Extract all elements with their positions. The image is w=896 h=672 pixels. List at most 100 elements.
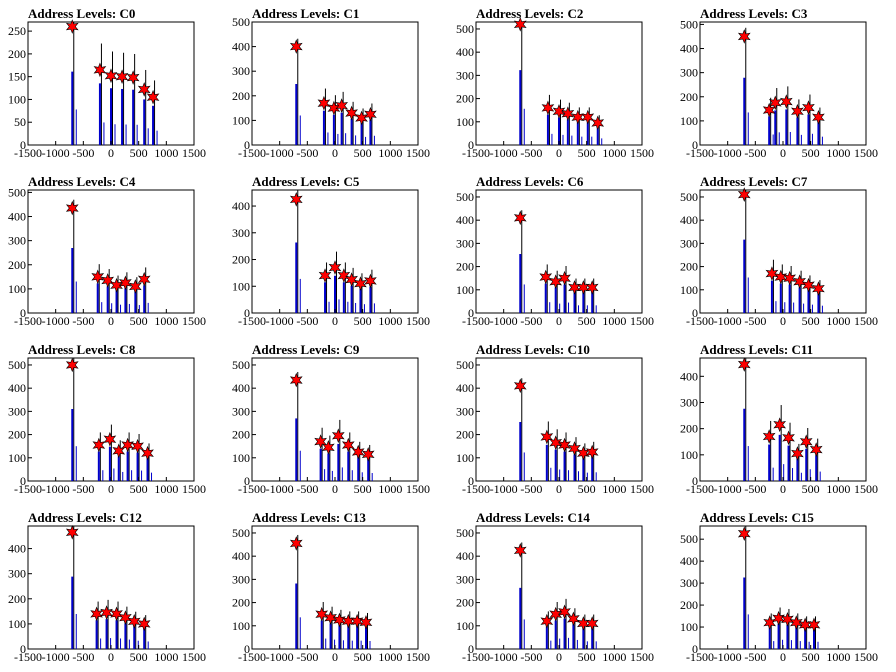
x-tick-label: 500	[578, 482, 596, 496]
x-tick-label: 1500	[182, 314, 206, 328]
plot-frame	[475, 525, 643, 650]
y-tick-label: 300	[232, 226, 250, 240]
chart-svg: 0 100 200 300 400 500 -1500 -1000 -500 0 500 1000 15…	[232, 357, 430, 496]
y-tick-label: 500	[232, 358, 250, 372]
chart-svg: 0 50 100 150 200 250 -1500 -1000 -500 0 500 1000 150…	[8, 19, 206, 160]
peak-marker	[65, 200, 79, 216]
y-tick-label: 300	[456, 404, 474, 418]
x-tick-label: -500	[296, 146, 318, 160]
x-tick-label: 1500	[406, 314, 430, 328]
peak-marker	[137, 82, 151, 97]
x-tick-label: -500	[744, 146, 766, 160]
peak-marker	[112, 443, 126, 459]
y-tick-label: 500	[232, 526, 250, 540]
y-tick-label: 150	[8, 70, 26, 84]
plot-frame	[475, 357, 643, 482]
x-tick-label: 1000	[602, 650, 626, 664]
peak-marker	[350, 613, 364, 629]
x-tick-label: -1500	[686, 314, 714, 328]
peak-marker	[812, 109, 825, 125]
y-tick-label: 100	[8, 92, 26, 106]
plot-frame	[27, 525, 195, 650]
peak-marker	[65, 524, 79, 540]
peak-marker	[315, 606, 329, 622]
y-tick-label: 200	[680, 598, 698, 612]
peak-marker	[768, 95, 782, 111]
peak-marker	[567, 611, 580, 627]
chart-title: Address Levels: C15	[700, 510, 814, 525]
peak-marker	[773, 417, 787, 433]
peak-marker	[93, 62, 107, 78]
peak-marker	[737, 526, 751, 542]
peak-marker	[137, 616, 151, 632]
x-tick-label: -1000	[490, 482, 518, 496]
x-tick-label: -1000	[714, 146, 742, 160]
x-tick-label: -1000	[42, 482, 70, 496]
y-tick-label: 500	[680, 190, 698, 204]
x-tick-label: -500	[72, 146, 94, 160]
peak-marker	[121, 437, 134, 453]
y-tick-label: 300	[232, 404, 250, 418]
chart-title: Address Levels: C9	[252, 342, 360, 357]
chart-panel: 0 100 200 300 400 500 -1500 -1000 -500 0 500 1000 15…	[448, 504, 672, 672]
peak-marker	[513, 210, 527, 226]
peak-marker	[540, 613, 554, 629]
y-tick-label: 100	[232, 451, 250, 465]
peak-marker	[541, 100, 555, 116]
peak-marker	[100, 605, 113, 620]
peak-marker	[131, 438, 144, 454]
y-tick-label: 400	[456, 45, 474, 59]
x-tick-label: -1500	[686, 146, 714, 160]
x-tick-label: 1500	[630, 314, 654, 328]
chart-svg: 0 100 200 300 400 500 -1500 -1000 -500 0 500 1000 15…	[8, 357, 206, 496]
y-tick-label: 100	[456, 115, 474, 129]
peak-marker	[127, 614, 141, 629]
peak-marker	[737, 187, 751, 202]
y-tick-label: 400	[232, 199, 250, 213]
y-tick-label: 0	[20, 138, 26, 152]
peak-marker	[791, 103, 804, 119]
y-tick-label: 250	[8, 24, 26, 38]
x-tick-label: -500	[520, 482, 542, 496]
x-tick-label: 1500	[854, 650, 878, 664]
y-tick-label: 50	[14, 115, 26, 129]
x-tick-label: 1000	[602, 146, 626, 160]
x-tick-label: 1000	[154, 146, 178, 160]
x-tick-label: 1000	[826, 146, 850, 160]
peak-marker	[576, 616, 590, 631]
y-tick-label: 200	[456, 428, 474, 442]
y-tick-label: 200	[456, 260, 474, 274]
y-tick-label: 0	[468, 306, 474, 320]
chart-panel: 0 100 200 300 400 500 -1500 -1000 -500 0 500 1000 15…	[0, 336, 224, 504]
chart-panel: 0 100 200 300 400 500 -1500 -1000 -500 0 500 1000 15…	[672, 0, 896, 168]
peak-marker	[540, 429, 554, 445]
y-tick-label: 200	[8, 592, 26, 606]
x-tick-label: 0	[780, 146, 786, 160]
x-tick-label: -1000	[714, 650, 742, 664]
peak-marker	[141, 445, 154, 461]
chart-panel: 0 100 200 300 400 500 -1500 -1000 -500 0 500 1000 15…	[448, 168, 672, 336]
x-tick-label: 0	[108, 650, 114, 664]
y-tick-label: 400	[8, 542, 26, 556]
chart-svg: 0 100 200 300 400 500 -1500 -1000 -500 0 500 1000 15…	[232, 15, 430, 160]
y-tick-label: 300	[680, 66, 698, 80]
y-tick-label: 200	[8, 47, 26, 61]
y-tick-label: 300	[680, 236, 698, 250]
y-tick-label: 400	[8, 210, 26, 224]
x-tick-label: -500	[744, 314, 766, 328]
x-tick-label: -500	[520, 146, 542, 160]
y-tick-label: 0	[468, 474, 474, 488]
y-tick-label: 500	[456, 22, 474, 36]
peak-marker	[119, 275, 132, 291]
y-tick-label: 300	[8, 234, 26, 248]
x-tick-label: -1500	[14, 314, 42, 328]
y-tick-label: 400	[680, 213, 698, 227]
peak-marker	[115, 69, 129, 85]
y-tick-label: 500	[8, 185, 26, 199]
peak-marker	[737, 357, 751, 372]
chart-panel: 0 100 200 300 400 500 -1500 -1000 -500 0 500 1000 15…	[448, 336, 672, 504]
peak-marker	[802, 100, 815, 115]
y-tick-label: 100	[8, 282, 26, 296]
peak-marker	[324, 610, 337, 626]
peak-marker	[781, 612, 794, 627]
